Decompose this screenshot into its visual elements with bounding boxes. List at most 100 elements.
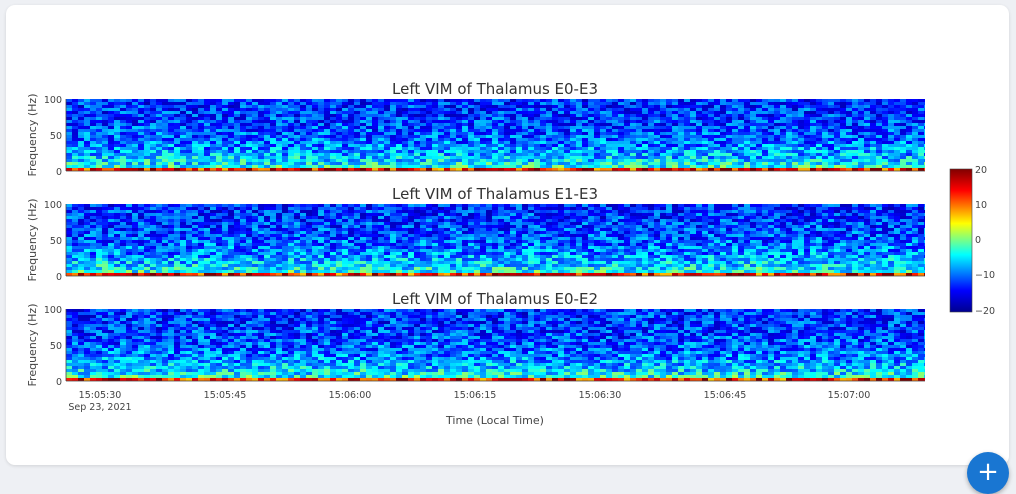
heatmap-cell — [582, 129, 588, 132]
heatmap-cell — [120, 108, 126, 111]
heatmap-cell — [234, 135, 240, 138]
heatmap-cell — [570, 147, 576, 150]
heatmap-cell — [798, 210, 804, 213]
heatmap-cell — [462, 141, 468, 144]
heatmap-cell — [132, 207, 138, 210]
heatmap-cell — [774, 213, 780, 216]
heatmap-cell — [402, 207, 408, 210]
heatmap-cell — [906, 153, 912, 156]
heatmap-cell — [342, 228, 348, 231]
heatmap-cell — [150, 213, 156, 216]
heatmap-cell — [216, 165, 222, 168]
heatmap-cell — [486, 99, 492, 102]
heatmap-cell — [234, 228, 240, 231]
heatmap-cell — [648, 231, 654, 234]
heatmap-cell — [522, 153, 528, 156]
heatmap-cell — [510, 105, 516, 108]
heatmap-cell — [78, 129, 84, 132]
heatmap-cell — [894, 162, 900, 165]
heatmap-cell — [708, 111, 714, 114]
heatmap-cell — [132, 156, 138, 159]
heatmap-cell — [720, 219, 726, 222]
heatmap-cell — [210, 117, 216, 120]
heatmap-cell — [684, 162, 690, 165]
heatmap-cell — [678, 150, 684, 153]
heatmap-cell — [198, 135, 204, 138]
heatmap-cell — [462, 132, 468, 135]
heatmap-cell — [354, 114, 360, 117]
heatmap-cell — [216, 153, 222, 156]
heatmap-cell — [384, 168, 390, 171]
heatmap-cell — [390, 207, 396, 210]
heatmap-cell — [870, 231, 876, 234]
heatmap-cell — [600, 204, 606, 207]
heatmap-cell — [912, 141, 918, 144]
heatmap-cell — [630, 216, 636, 219]
heatmap-cell — [654, 204, 660, 207]
heatmap-cell — [654, 111, 660, 114]
heatmap-cell — [516, 129, 522, 132]
heatmap-cell — [102, 153, 108, 156]
heatmap-cell — [900, 138, 906, 141]
heatmap-cell — [258, 165, 264, 168]
heatmap-cell — [636, 108, 642, 111]
heatmap-cell — [288, 210, 294, 213]
heatmap-cell — [90, 102, 96, 105]
heatmap-cell — [684, 213, 690, 216]
heatmap-cell — [108, 204, 114, 207]
heatmap-cell — [684, 114, 690, 117]
heatmap-cell — [198, 150, 204, 153]
heatmap-cell — [84, 132, 90, 135]
heatmap-cell — [486, 102, 492, 105]
heatmap-cell — [684, 105, 690, 108]
heatmap-cell — [348, 228, 354, 231]
heatmap-cell — [378, 129, 384, 132]
heatmap-cell — [768, 213, 774, 216]
heatmap-cell — [804, 207, 810, 210]
heatmap-cell — [876, 150, 882, 153]
heatmap-cell — [570, 159, 576, 162]
heatmap-cell — [462, 129, 468, 132]
heatmap-cell — [402, 123, 408, 126]
heatmap-cell — [546, 225, 552, 228]
heatmap-cell — [216, 129, 222, 132]
heatmap-cell — [150, 123, 156, 126]
spectrogram-heatmap[interactable] — [66, 99, 925, 171]
heatmap-cell — [756, 207, 762, 210]
heatmap-cell — [216, 231, 222, 234]
heatmap-cell — [654, 105, 660, 108]
heatmap-cell — [132, 150, 138, 153]
heatmap-cell — [120, 102, 126, 105]
heatmap-cell — [576, 138, 582, 141]
heatmap-cell — [342, 129, 348, 132]
heatmap-cell — [168, 102, 174, 105]
heatmap-cell — [300, 228, 306, 231]
heatmap-cell — [312, 114, 318, 117]
heatmap-cell — [480, 114, 486, 117]
heatmap-cell — [138, 228, 144, 231]
heatmap-cell — [468, 135, 474, 138]
heatmap-cell — [630, 228, 636, 231]
heatmap-cell — [228, 114, 234, 117]
heatmap-cell — [324, 231, 330, 234]
heatmap-cell — [162, 153, 168, 156]
spectrogram-heatmap[interactable] — [66, 204, 925, 276]
heatmap-cell — [690, 213, 696, 216]
heatmap-cell — [660, 213, 666, 216]
heatmap-cell — [648, 102, 654, 105]
heatmap-cell — [654, 168, 660, 171]
heatmap-cell — [66, 210, 72, 213]
heatmap-cell — [816, 117, 822, 120]
heatmap-cell — [198, 234, 204, 237]
heatmap-cell — [222, 228, 228, 231]
heatmap-cell — [378, 114, 384, 117]
heatmap-cell — [864, 141, 870, 144]
heatmap-cell — [384, 138, 390, 141]
heatmap-cell — [498, 144, 504, 147]
heatmap-cell — [102, 168, 108, 171]
heatmap-cell — [486, 153, 492, 156]
heatmap-cell — [342, 147, 348, 150]
heatmap-cell — [726, 123, 732, 126]
heatmap-cell — [96, 168, 102, 171]
heatmap-cell — [198, 111, 204, 114]
